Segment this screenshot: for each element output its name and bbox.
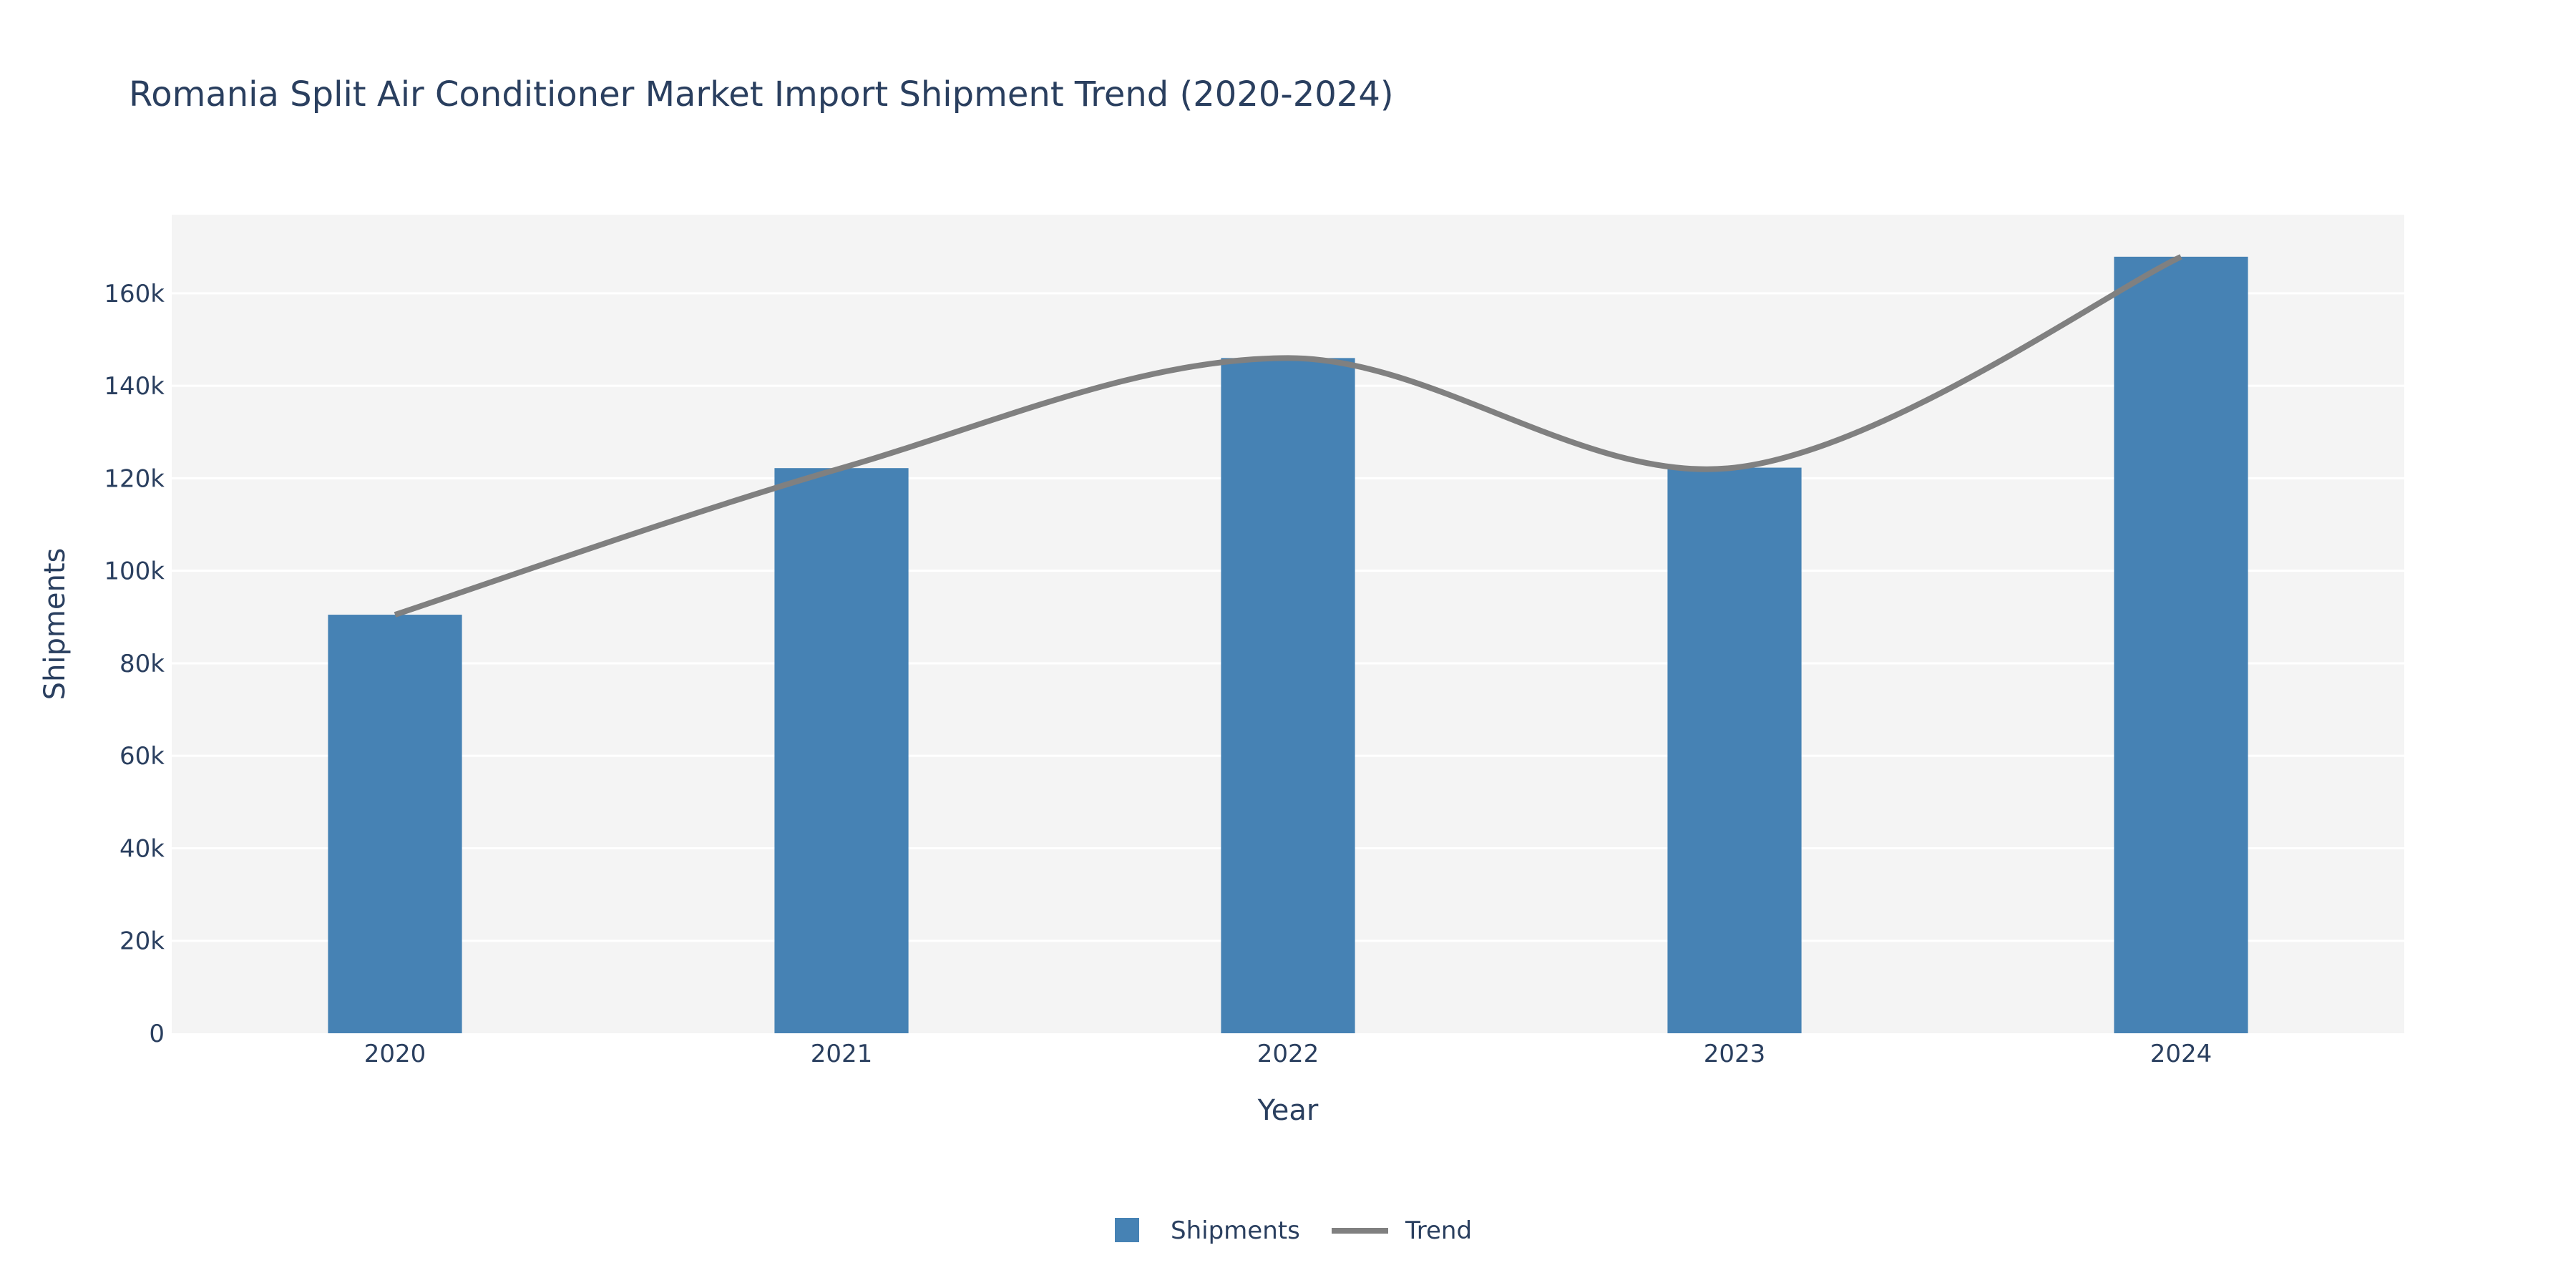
y-tick-label: 80k [119,650,165,678]
chart-title: Romania Split Air Conditioner Market Imp… [129,74,1394,114]
x-tick-label: 2021 [811,1040,873,1068]
y-tick-label: 100k [104,557,165,586]
legend-label-trend: Trend [1405,1216,1472,1245]
x-tick-label: 2024 [2150,1040,2212,1068]
y-axis-ticks: 0 20k 40k 60k 80k 100k 120k 140k 160k [104,280,165,1048]
bar-2021[interactable] [774,468,909,1033]
y-tick-label: 0 [149,1020,165,1048]
bar-2020[interactable] [328,615,462,1033]
x-tick-label: 2020 [364,1040,426,1068]
y-tick-label: 20k [119,927,165,956]
y-tick-label: 40k [119,834,165,863]
y-tick-label: 160k [104,280,165,308]
bar-2022[interactable] [1221,358,1355,1033]
legend-label-shipments: Shipments [1171,1216,1300,1245]
trend-line [394,254,2182,618]
legend-item-shipments[interactable]: Shipments [1115,1216,1300,1245]
y-axis-title: Shipments [39,548,72,701]
y-tick-label: 120k [104,464,165,493]
x-axis-ticks: 2020 2021 2022 2023 2024 [364,1040,2212,1068]
legend-item-trend[interactable]: Trend [1332,1216,1472,1245]
x-tick-label: 2022 [1257,1040,1319,1068]
legend[interactable]: Shipments Trend [1115,1216,1472,1245]
bar-series [328,256,2248,1034]
x-axis-title: Year [1257,1094,1319,1127]
bar-2023[interactable] [1667,467,1802,1033]
bar-2024[interactable] [2114,256,2248,1034]
legend-bar-swatch [1115,1218,1139,1242]
y-tick-label: 140k [104,372,165,401]
x-tick-label: 2023 [1704,1040,1766,1068]
y-tick-label: 60k [119,742,165,771]
